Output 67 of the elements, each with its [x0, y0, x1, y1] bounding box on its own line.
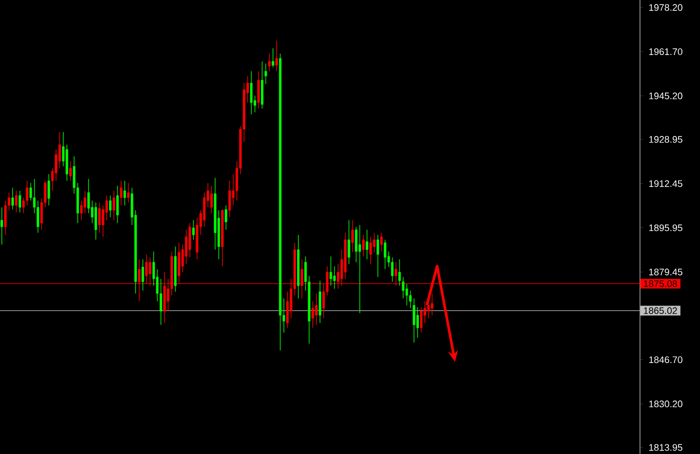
candlestick	[412, 298, 416, 343]
candlestick	[366, 229, 368, 260]
candlestick	[333, 266, 336, 290]
candlestick	[184, 229, 188, 264]
y-tick-label: 1928.95	[649, 136, 682, 143]
y-tick-label: 1813.95	[649, 444, 682, 451]
candlestick	[94, 202, 98, 240]
candlestick	[257, 70, 260, 109]
candlestick	[142, 258, 144, 291]
candlestick	[18, 190, 22, 213]
y-tick-label: 1846.70	[649, 356, 682, 364]
candlestick	[272, 48, 274, 68]
candlestick	[376, 234, 380, 278]
candlestick	[48, 174, 50, 206]
candlestick	[268, 53, 271, 72]
candlestick	[318, 280, 322, 324]
ref-line-label: 1865.02	[644, 307, 677, 314]
candlestick	[98, 202, 101, 234]
candlestick	[351, 220, 354, 253]
candlestick	[210, 186, 213, 214]
candlestick	[112, 190, 116, 221]
y-tick-label: 1978.20	[649, 4, 682, 11]
candlestick	[160, 278, 162, 326]
y-tick-label: 1879.45	[649, 268, 682, 276]
y-tick-label: 1830.20	[649, 400, 682, 408]
candlestick	[369, 236, 372, 264]
candlestick	[87, 178, 90, 214]
candlestick	[120, 180, 122, 206]
candlestick	[116, 186, 119, 224]
ref-line-label: 1875.08	[644, 280, 678, 288]
candlestick	[228, 180, 231, 218]
candlestick	[15, 190, 18, 213]
y-tick-label: 1961.70	[649, 48, 682, 56]
candlestick	[203, 192, 206, 228]
candlestick	[430, 293, 434, 316]
candlestick	[384, 239, 386, 270]
candlestick	[109, 195, 112, 218]
candlestick	[315, 293, 318, 326]
candlestick	[406, 284, 408, 306]
candlestick	[250, 70, 253, 115]
candlestick	[398, 258, 401, 286]
candlestick	[124, 180, 126, 206]
candlestick	[391, 257, 394, 282]
candlestick	[348, 220, 350, 264]
candlestick	[362, 234, 365, 257]
candlestick	[127, 182, 130, 203]
y-tick-label: 1895.95	[649, 224, 682, 232]
candlestick	[358, 224, 362, 314]
candlestick	[11, 187, 14, 210]
candlestick	[192, 220, 195, 240]
candlestick	[36, 200, 40, 234]
candlestick	[330, 256, 332, 286]
candlestick	[84, 190, 86, 214]
candlestick	[69, 160, 72, 182]
y-tick-label: 1912.45	[649, 180, 682, 187]
candlestick	[275, 40, 278, 72]
candlestick	[354, 226, 358, 263]
candlestick	[420, 306, 422, 334]
candlestick	[264, 63, 267, 84]
candlestick	[312, 300, 314, 328]
candlestick	[373, 232, 376, 253]
candlestick	[402, 276, 404, 299]
y-tick-label: 1945.20	[649, 92, 682, 100]
candlestick	[0, 206, 4, 245]
candlestick	[224, 205, 228, 230]
candlestick	[188, 222, 192, 258]
candlestick	[380, 232, 383, 252]
